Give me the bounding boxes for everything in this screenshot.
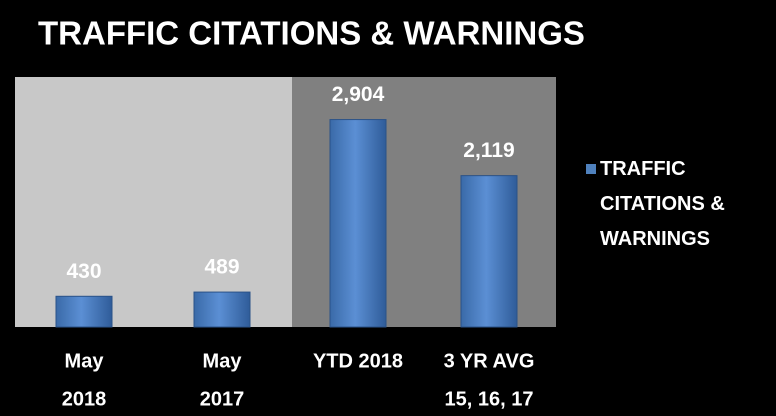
x-tick-label: 2017 xyxy=(200,388,245,410)
plot-bg-left xyxy=(15,77,292,327)
legend-label: TRAFFIC CITATIONS & WARNINGS xyxy=(600,158,725,250)
legend-swatch xyxy=(586,164,596,174)
x-tick-label: 3 YR AVG xyxy=(444,350,535,372)
bar xyxy=(193,291,251,328)
bar xyxy=(460,175,518,328)
data-label: 2,904 xyxy=(332,83,385,106)
bar xyxy=(55,295,113,328)
x-tick-label: YTD 2018 xyxy=(313,350,403,372)
bar xyxy=(329,119,387,328)
data-label: 430 xyxy=(66,260,101,283)
x-tick-label: 2018 xyxy=(62,388,107,410)
data-label: 489 xyxy=(204,256,239,279)
x-tick-label: May xyxy=(203,350,243,372)
x-tick-label: 15, 16, 17 xyxy=(445,388,534,410)
data-label: 2,119 xyxy=(463,139,514,162)
chart-title: TRAFFIC CITATIONS & WARNINGS xyxy=(38,15,585,52)
x-tick-label: May xyxy=(65,350,105,372)
